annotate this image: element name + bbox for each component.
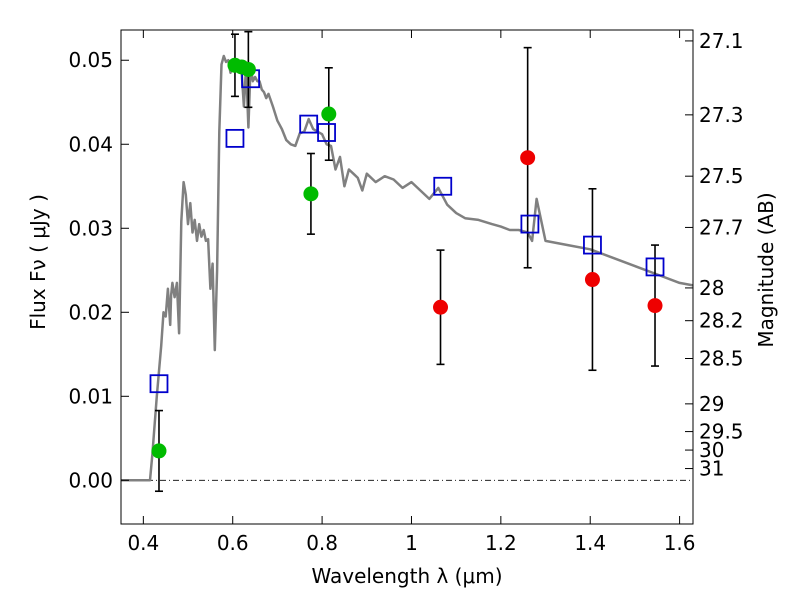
plot-frame xyxy=(120,29,694,525)
magnitude-tick-label: 29 xyxy=(699,392,724,416)
photometry-points xyxy=(151,57,663,459)
detection-point xyxy=(151,443,167,459)
magnitude-tick-label: 28.2 xyxy=(699,309,744,333)
magnitude-tick-label: 28.5 xyxy=(699,346,744,370)
y-axis-title: Flux Fν ( μJy ) xyxy=(26,194,50,330)
x-tick-label: 1.6 xyxy=(664,531,696,555)
y-tick-label: 0.05 xyxy=(68,48,113,72)
model-photometry-square xyxy=(433,176,453,196)
x-tick-label: 0.4 xyxy=(127,531,159,555)
upper-limit-point xyxy=(433,299,449,315)
x-axis-title: Wavelength λ (μm) xyxy=(311,564,502,588)
y-tick-label: 0.01 xyxy=(68,384,113,408)
y-tick-label: 0.03 xyxy=(68,216,113,240)
x-axis-ticks: 0.4 0.6 0.8 1 1.2 1.4 1.6 xyxy=(127,30,696,555)
x-tick-label: 1.4 xyxy=(574,531,606,555)
model-photometry-square xyxy=(317,123,336,142)
x-tick-label: 1.2 xyxy=(485,531,517,555)
magnitude-tick-label: 27.7 xyxy=(699,215,744,239)
x-tick-label: 0.8 xyxy=(306,531,338,555)
model-photometry-square xyxy=(583,235,602,255)
x-tick-label: 1 xyxy=(405,531,418,555)
y-axis-ticks: 0.00 0.01 0.02 0.03 0.04 0.05 xyxy=(68,48,129,492)
magnitude-tick-label: 31 xyxy=(699,457,724,481)
y-tick-label: 0.00 xyxy=(68,468,113,492)
magnitude-tick-label: 27.3 xyxy=(699,103,744,127)
model-photometry-square xyxy=(645,257,665,277)
detection-point xyxy=(321,106,337,122)
right-axis-title: Magnitude (AB) xyxy=(754,192,778,347)
magnitude-tick-label: 27.1 xyxy=(699,29,744,53)
model-photometry-squares xyxy=(149,69,665,394)
y-tick-label: 0.02 xyxy=(68,300,113,324)
upper-limit-point xyxy=(584,272,600,288)
detection-point xyxy=(303,186,319,202)
magnitude-tick-label: 28 xyxy=(699,276,724,300)
model-sed-line xyxy=(121,54,694,482)
upper-limit-point xyxy=(520,150,536,166)
model-photometry-square xyxy=(225,128,245,148)
detection-point xyxy=(240,61,256,77)
model-photometry-square xyxy=(520,214,540,234)
x-tick-label: 0.6 xyxy=(217,531,249,555)
magnitude-tick-label: 30 xyxy=(699,438,724,462)
magnitude-tick-label: 29.5 xyxy=(699,420,744,444)
y-tick-label: 0.04 xyxy=(68,132,113,156)
plot-background xyxy=(121,30,693,524)
model-photometry-square xyxy=(149,374,169,394)
upper-limit-point xyxy=(647,298,663,314)
magnitude-tick-label: 27.5 xyxy=(699,164,744,188)
model-sed-curve xyxy=(121,54,694,482)
